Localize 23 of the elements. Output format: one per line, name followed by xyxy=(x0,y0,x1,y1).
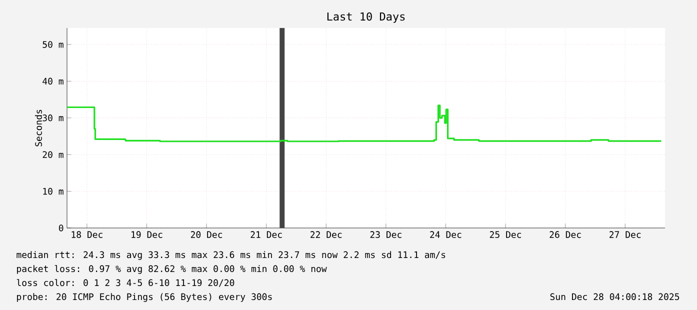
y-tick-label: 40 m xyxy=(42,78,64,85)
x-tick-label: 24 Dec xyxy=(430,231,462,238)
x-tick-label: 21 Dec xyxy=(250,231,282,238)
x-tick-label: 26 Dec xyxy=(550,231,581,238)
chart-title: Last 10 Days xyxy=(327,12,405,23)
x-tick-label: 22 Dec xyxy=(310,231,342,238)
y-tick-label: 0 xyxy=(58,224,64,232)
y-tick-label: 20 m xyxy=(42,151,64,158)
x-tick-label: 25 Dec xyxy=(490,231,522,238)
x-tick-label: 18 Dec xyxy=(72,231,102,238)
x-tick-label: 23 Dec xyxy=(370,231,402,238)
text: loss color: 0 1 2 3 4-5 6-10 11-19 20/20 xyxy=(16,279,234,287)
y-tick-label: 10 m xyxy=(43,188,64,195)
y-tick-label: 50 m xyxy=(42,41,64,48)
text: probe: 20 ICMP Echo Pings (56 Bytes) every 300s xyxy=(17,293,272,302)
x-tick-label: 27 Dec xyxy=(610,231,641,238)
x-tick-label: 19 Dec xyxy=(132,231,162,238)
x-tick-label: 20 Dec xyxy=(190,231,222,238)
text: packet loss: 0.97 % avg 82.62 % max 0.00 % min 0.00 % now xyxy=(17,265,327,274)
y-axis-title: Seconds xyxy=(34,110,42,146)
text: Sun Dec 28 04:00:18 2025 xyxy=(550,293,680,300)
y-tick-label: 30 m xyxy=(42,114,64,122)
text: median rtt: 24.3 ms avg 33.3 ms max 23.6 ms min 23.7 ms now 2.2 ms sd 11.1 am/s xyxy=(16,251,446,260)
